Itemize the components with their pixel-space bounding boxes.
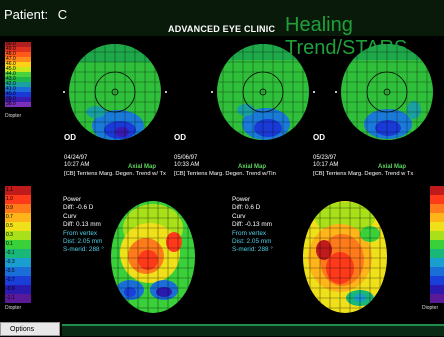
top-color-scale: 50.0 49.0 48.0 47.0 46.0 45.0 44.0 43.0 42.0 41.0… [5,42,31,107]
map-2-time: 10:33 AM [174,162,200,168]
scale-step: 39.0 [5,97,31,102]
map-2-caption: [CB] Terriens Marg. Degen. Trend w/Tin [174,171,276,177]
axial-map-1-graphic[interactable] [60,40,170,145]
vertex-smerid: S-merid: 288 ° [232,246,273,254]
vertex-label: From vertex [232,229,267,237]
scale-step: 50.0 [5,42,31,47]
map-3-eye: OD [313,133,325,142]
scale-step: 40.0 [5,92,31,97]
bottom-scale-right-unit: Diopter [422,305,439,311]
scale-step: 43.0 [5,77,31,82]
scale-step: 0.5 [5,222,31,231]
patient-name: C [57,7,68,22]
vertex-dist: Dist: 2.05 mm [232,238,272,246]
axial-map-2[interactable] [208,40,318,145]
map-1-caption: [CB] Terriens Marg. Degen. Trend w/ Tx [64,171,166,177]
diff-stats-left: Power Diff: -0.6 D Curv Diff: 0.13 mm Fr… [63,196,104,255]
clinic-name: ADVANCED EYE CLINIC [168,24,276,34]
map-2-type: Axial Map [238,164,267,170]
scale-step [430,294,444,303]
top-scale-unit: Diopter [5,113,22,119]
scale-step: 1.0 [5,195,31,204]
diff-stats-right: Power Diff: 0.6 D Curv Diff: -0.13 mm Fr… [232,196,273,255]
scale-step: -0.3 [5,258,31,267]
power-diff: Diff: 0.6 D [232,204,261,212]
options-button[interactable]: Options [0,322,60,336]
scale-step: 47.0 [5,57,31,62]
scale-step: 41.0 [5,87,31,92]
scale-step: -1.1 [5,294,31,303]
scale-step: 0.7 [5,213,31,222]
patient-field: Patient: C [4,7,67,22]
scale-step [430,285,444,294]
scale-step: -0.9 [5,285,31,294]
patient-label: Patient: [4,7,49,22]
map-3-time: 10:17 AM [313,162,339,168]
scale-step: 48.0 [5,52,31,57]
axial-map-3-graphic[interactable] [332,40,442,145]
map-3-datetime: 05/23/97 10:17 AM [313,155,338,169]
curv-label: Curv [63,212,77,220]
scale-step: -0.7 [5,276,31,285]
scale-step [430,267,444,276]
bottom-color-scale-right [430,186,444,303]
curv-diff: Diff: 0.13 mm [63,221,101,229]
curv-label: Curv [232,212,246,220]
scale-step: -0.5 [5,267,31,276]
difference-map-1-graphic[interactable] [108,198,198,316]
scale-step: 0.9 [5,204,31,213]
scale-step [430,276,444,285]
scale-step: 38.0 [5,102,31,107]
axial-map-2-graphic[interactable] [208,40,318,145]
map-3-caption: [CB] Terriens Marg. Degen. Trend w Tx [313,171,414,177]
map-1-eye: OD [64,133,76,142]
scale-step [430,231,444,240]
bottom-color-scale: 1.1 1.0 0.9 0.7 0.5 0.3 0.1 -0.1 -0.3 -0.5 -0.7 -0.… [5,186,31,303]
map-3-type: Axial Map [378,164,407,170]
curv-diff: Diff: -0.13 mm [232,221,273,229]
scale-step [430,249,444,258]
map-1-type: Axial Map [128,164,157,170]
status-bar [62,324,444,336]
map-2-datetime: 05/06/97 10:33 AM [174,155,199,169]
scale-step: -0.1 [5,249,31,258]
axial-map-1[interactable] [60,40,170,145]
scale-step [430,204,444,213]
map-2-date: 05/06/97 [174,155,198,161]
difference-map-2[interactable] [300,198,390,316]
scale-step: 49.0 [5,47,31,52]
scale-step [430,240,444,249]
power-diff: Diff: -0.6 D [63,204,94,212]
scale-step [430,186,444,195]
map-1-time: 10:27 AM [64,162,90,168]
difference-map-2-graphic[interactable] [300,198,390,316]
scale-step: 46.0 [5,62,31,67]
scale-step: 45.0 [5,67,31,72]
scale-step: 0.1 [5,240,31,249]
power-label: Power [232,196,251,203]
map-3-date: 05/23/97 [313,155,337,161]
vertex-label: From vertex [63,229,98,237]
scale-step [430,195,444,204]
scale-step: 42.0 [5,82,31,87]
power-label: Power [63,196,82,203]
header-bar [0,0,444,36]
bottom-scale-unit: Diopter [5,305,22,311]
scale-step [430,258,444,267]
map-1-date: 04/24/97 [64,155,88,161]
vertex-smerid: S-merid: 288 ° [63,246,104,254]
scale-step [430,222,444,231]
scale-step: 1.1 [5,186,31,195]
scale-step: 44.0 [5,72,31,77]
scale-step [430,213,444,222]
difference-map-1[interactable] [108,198,198,316]
vertex-dist: Dist: 2.05 mm [63,238,103,246]
map-2-eye: OD [174,133,186,142]
map-1-datetime: 04/24/97 10:27 AM [64,155,89,169]
scale-step: 0.3 [5,231,31,240]
axial-map-3[interactable] [332,40,442,145]
